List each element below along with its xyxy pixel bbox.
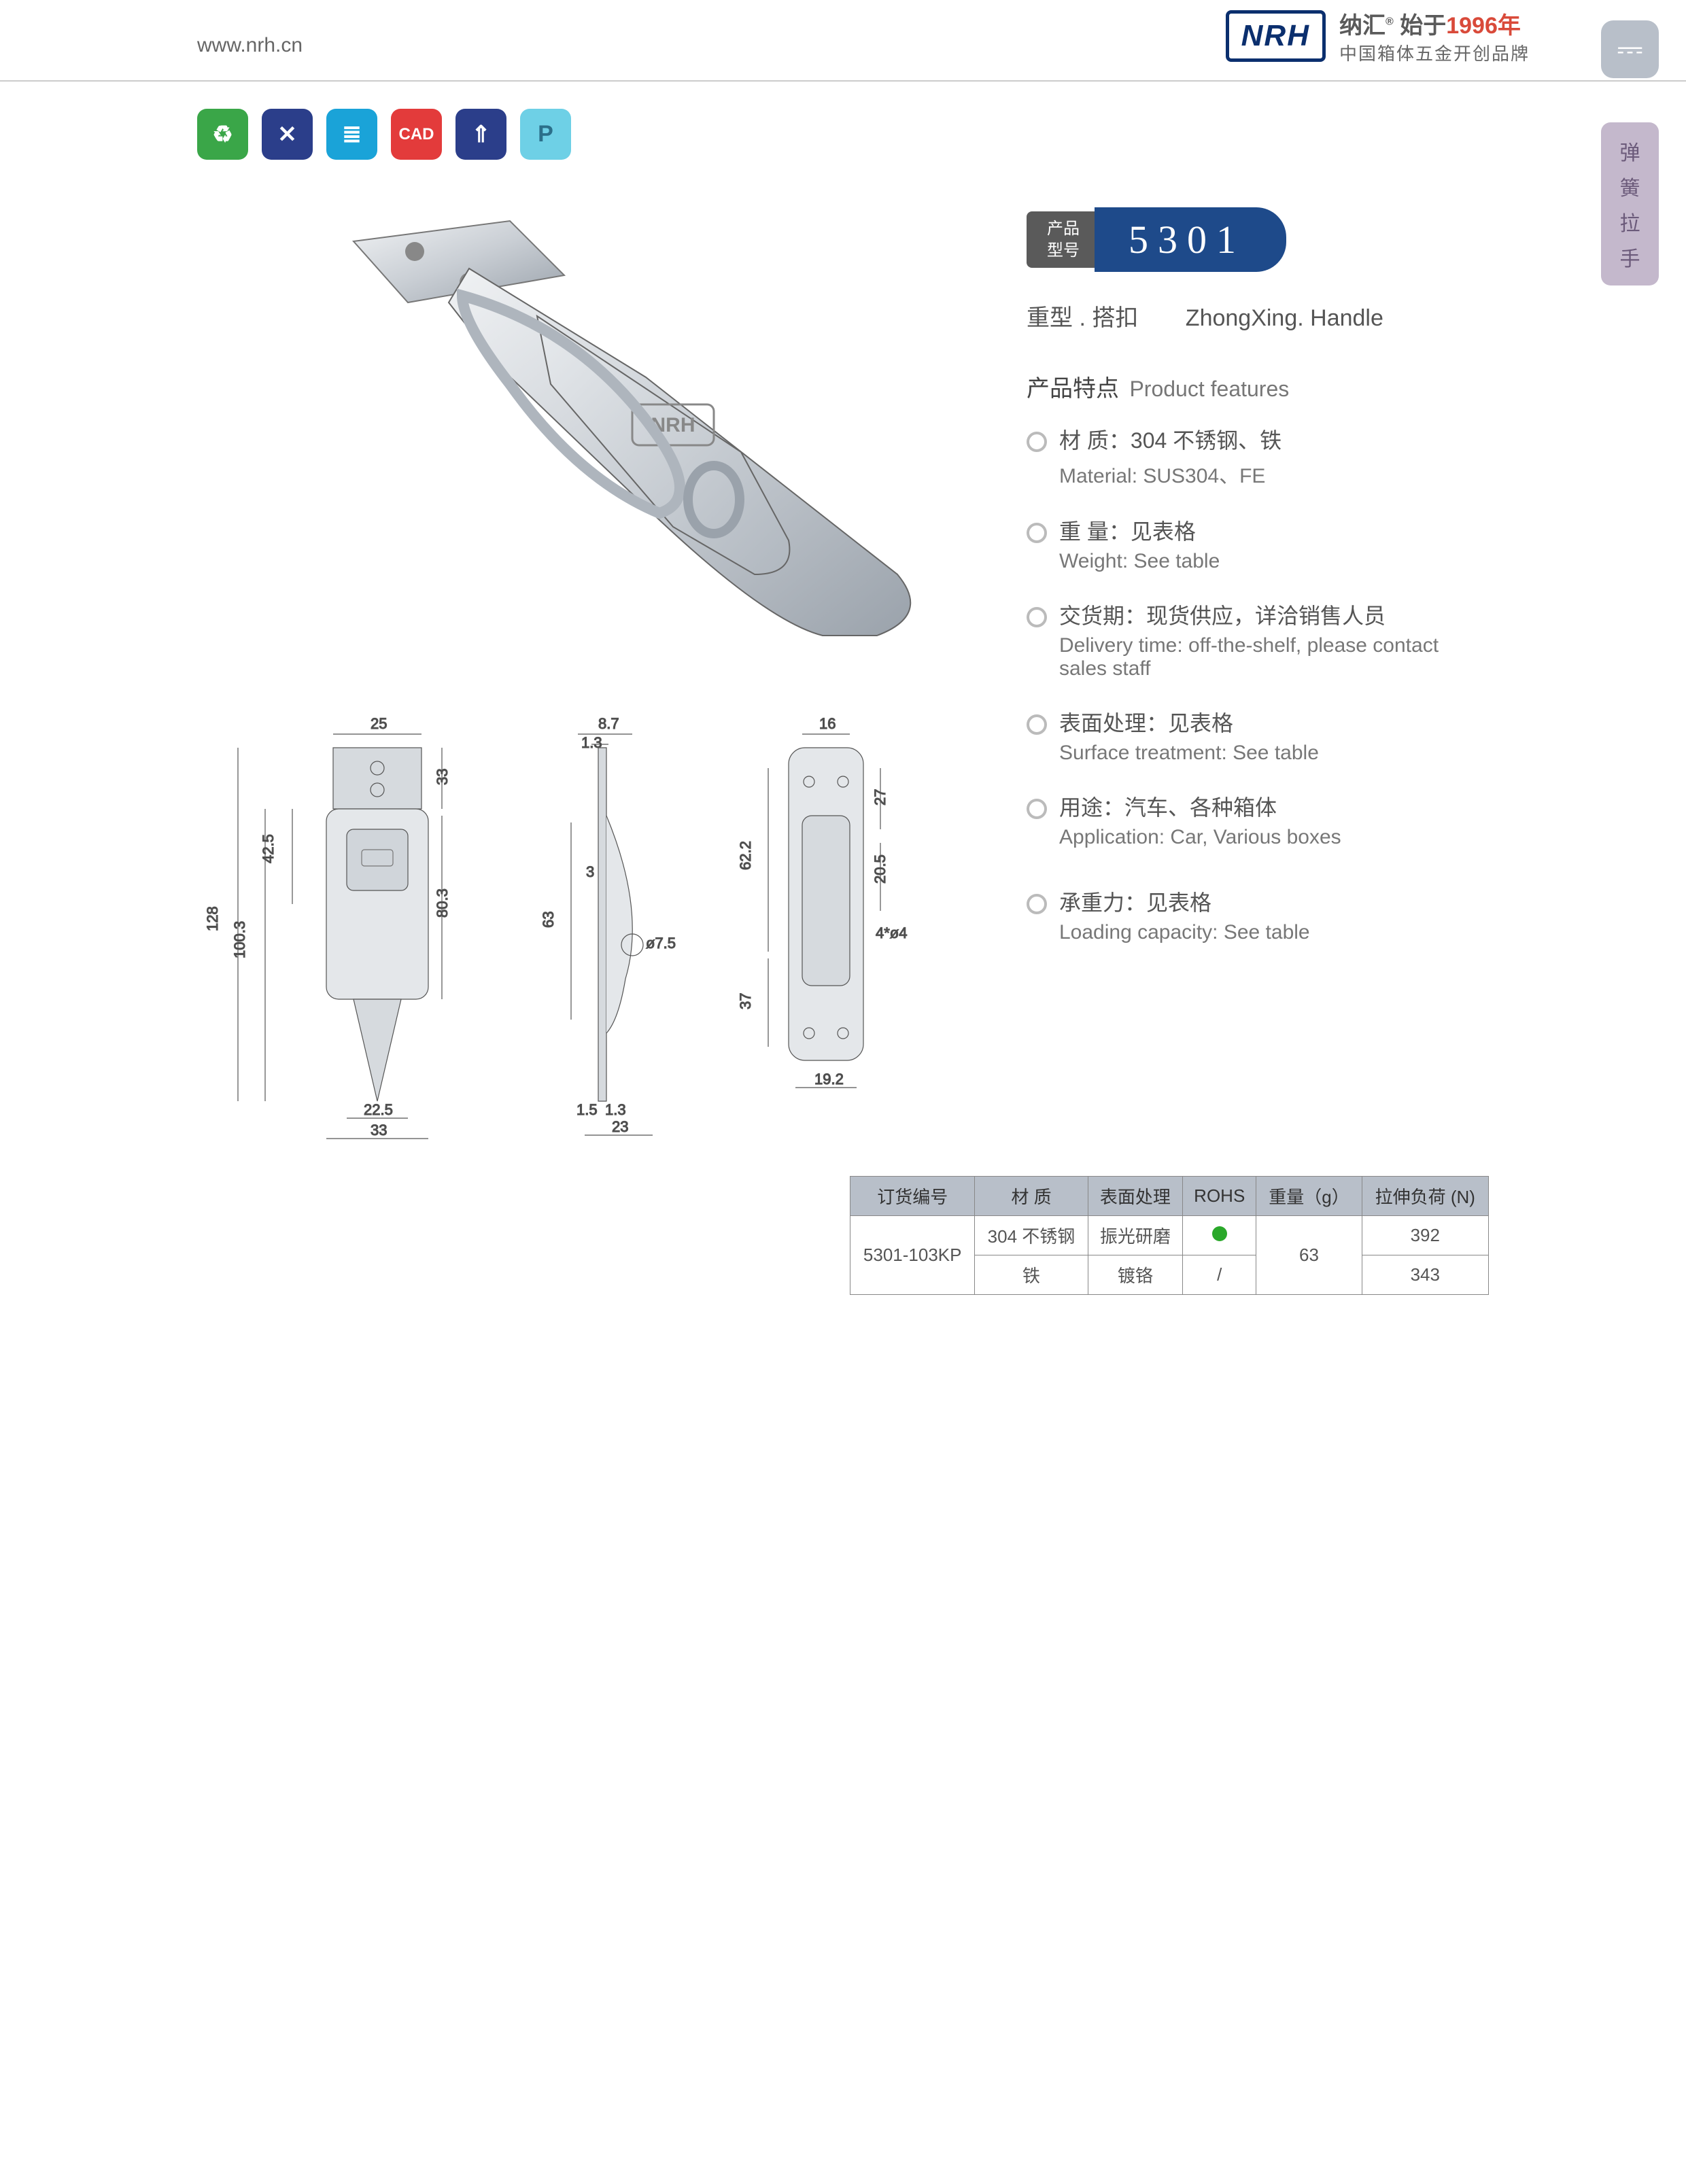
th-weight: 重量（g） xyxy=(1256,1177,1362,1216)
svg-text:37: 37 xyxy=(737,993,754,1009)
svg-text:128: 128 xyxy=(204,906,221,931)
th-order: 订货编号 xyxy=(850,1177,975,1216)
th-load: 拉伸负荷 (N) xyxy=(1362,1177,1488,1216)
nrh-logo: NRH xyxy=(1226,10,1326,62)
content: ♻ ✕ ≣ CAD ⇑ P xyxy=(0,82,1686,1295)
svg-text:4*ø4: 4*ø4 xyxy=(876,924,907,941)
th-material: 材 质 xyxy=(975,1177,1088,1216)
features-heading: 产品特点 Product features xyxy=(1027,370,1489,403)
svg-text:22.5: 22.5 xyxy=(364,1101,393,1118)
svg-text:33: 33 xyxy=(434,769,451,785)
brand-cn: 纳汇 xyxy=(1339,13,1386,39)
list-item: 材 质：304 不锈钢、铁Material: SUS304、FE xyxy=(1027,423,1489,489)
svg-text:63: 63 xyxy=(540,912,557,928)
svg-text:100.3: 100.3 xyxy=(231,921,248,958)
product-subtitle: 重型 . 搭扣 ZhongXing. Handle xyxy=(1027,299,1489,332)
list-item: 用途：汽车、各种箱体Application: Car, Various boxe… xyxy=(1027,791,1489,849)
since-year: 1996年 xyxy=(1446,13,1521,39)
svg-text:3: 3 xyxy=(586,863,594,880)
th-rohs: ROHS xyxy=(1183,1177,1256,1216)
svg-text:1.5: 1.5 xyxy=(577,1101,598,1118)
rohs-dot-icon xyxy=(1212,1226,1227,1241)
feature-icon-row: ♻ ✕ ≣ CAD ⇑ P xyxy=(197,109,1489,160)
svg-text:62.2: 62.2 xyxy=(737,841,754,870)
technical-drawings: 25 128 100.3 42.5 33 80.3 22.5 33 xyxy=(197,707,979,1156)
tagline: 中国箱体五金开创品牌 xyxy=(1339,40,1530,65)
feature-list: 材 质：304 不锈钢、铁Material: SUS304、FE 重 量：见表格… xyxy=(1027,423,1489,944)
svg-text:27: 27 xyxy=(872,789,889,805)
svg-text:ø7.5: ø7.5 xyxy=(646,935,676,952)
spec-table: 订货编号 材 质 表面处理 ROHS 重量（g） 拉伸负荷 (N) 5301-1… xyxy=(850,1176,1489,1295)
table-row: 5301-103KP 304 不锈钢 振光研磨 63 392 xyxy=(850,1216,1489,1255)
brand-block: NRH 纳汇® 始于1996年 中国箱体五金开创品牌 xyxy=(1226,7,1530,65)
list-item: 重 量：见表格Weight: See table xyxy=(1027,515,1489,573)
tools-icon: ✕ xyxy=(262,109,313,160)
model-number: 5301 xyxy=(1095,207,1286,272)
svg-text:33: 33 xyxy=(371,1122,387,1139)
order-no: 5301-103KP xyxy=(850,1216,975,1295)
eco-icon: ♻ xyxy=(197,109,248,160)
site-url: www.nrh.cn xyxy=(197,34,303,57)
svg-text:80.3: 80.3 xyxy=(434,888,451,918)
svg-text:1.3: 1.3 xyxy=(605,1101,626,1118)
svg-text:25: 25 xyxy=(371,715,387,732)
latch-icon: ⎓ xyxy=(1601,20,1659,78)
th-surface: 表面处理 xyxy=(1088,1177,1183,1216)
svg-text:16: 16 xyxy=(819,715,836,732)
spring-icon: ≣ xyxy=(326,109,377,160)
list-item: 表面处理：见表格Surface treatment: See table xyxy=(1027,706,1489,765)
svg-text:20.5: 20.5 xyxy=(872,854,889,884)
list-item: 承重力：见表格Loading capacity: See table xyxy=(1027,886,1489,944)
cad-icon: CAD xyxy=(391,109,442,160)
since-prefix: 始于 xyxy=(1400,13,1446,39)
product-render: NRH xyxy=(292,194,945,670)
list-item: 交货期：现货供应，详洽销售人员Delivery time: off-the-sh… xyxy=(1027,599,1489,680)
svg-text:42.5: 42.5 xyxy=(260,834,277,863)
svg-text:8.7: 8.7 xyxy=(598,715,619,732)
model-badge: 产品 型号 5301 xyxy=(1027,207,1489,272)
svg-text:23: 23 xyxy=(612,1118,628,1135)
p-icon: P xyxy=(520,109,571,160)
svg-text:1.3: 1.3 xyxy=(581,734,602,751)
screw-icon: ⇑ xyxy=(455,109,506,160)
page-header: www.nrh.cn NRH 纳汇® 始于1996年 中国箱体五金开创品牌 ⎓ xyxy=(0,0,1686,82)
svg-text:19.2: 19.2 xyxy=(814,1071,844,1088)
